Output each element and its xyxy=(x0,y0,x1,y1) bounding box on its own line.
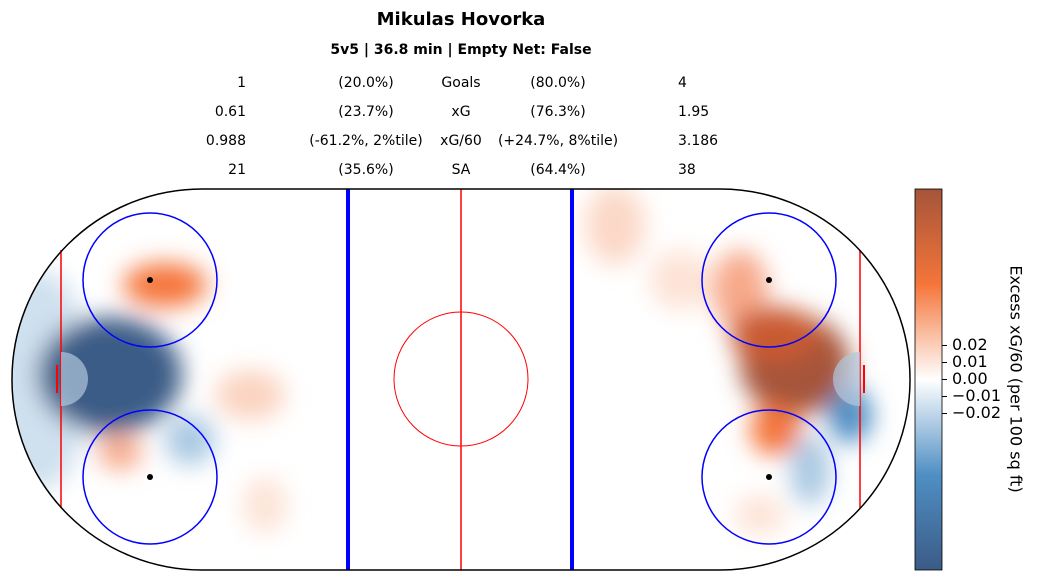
chart-subtitle: 5v5 | 36.8 min | Empty Net: False xyxy=(330,42,591,58)
heat-blobs xyxy=(12,189,872,535)
colorbar-tick-label: −0.02 xyxy=(952,403,1001,422)
colorbar-label: Excess xG/60 (per 100 sq ft) xyxy=(1007,265,1026,492)
chart-title: Mikulas Hovorka xyxy=(377,9,546,30)
stat-cell: (23.7%) xyxy=(338,104,393,120)
stat-cell: 1 xyxy=(237,75,246,91)
stat-cell: 1.95 xyxy=(678,104,709,120)
rink xyxy=(11,188,911,571)
stat-cell: 4 xyxy=(678,75,687,91)
stat-cell: Goals xyxy=(441,75,480,91)
stat-cell: 0.988 xyxy=(206,133,246,149)
stat-cell: 21 xyxy=(228,162,246,178)
stat-cell: (80.0%) xyxy=(530,75,585,91)
stat-cell: (20.0%) xyxy=(338,75,393,91)
stat-cell: 0.61 xyxy=(215,104,246,120)
colorbar xyxy=(914,188,943,571)
stat-cell: (64.4%) xyxy=(530,162,585,178)
stat-cell: xG xyxy=(451,104,470,120)
stat-cell: SA xyxy=(452,162,471,178)
colorbar-tick-label: −0.01 xyxy=(952,386,1001,405)
stat-cell: 3.186 xyxy=(678,133,718,149)
colorbar-tick-label: 0.02 xyxy=(952,335,988,354)
colorbar-tick-label: 0.01 xyxy=(952,352,988,371)
heatmap xyxy=(12,189,872,570)
stat-cell: (-61.2%, 2%tile) xyxy=(309,133,422,149)
stat-cell: (76.3%) xyxy=(530,104,585,120)
colorbar-tick-label: 0.00 xyxy=(952,369,988,388)
stat-cell: (+24.7%, 8%tile) xyxy=(498,133,618,149)
stat-cell: 38 xyxy=(678,162,696,178)
stat-cell: (35.6%) xyxy=(338,162,393,178)
stat-cell: xG/60 xyxy=(440,133,482,149)
stats-table: 1 (20.0%) Goals (80.0%) 4 0.61 (23.7%) xG (76.3%… xyxy=(206,75,718,178)
